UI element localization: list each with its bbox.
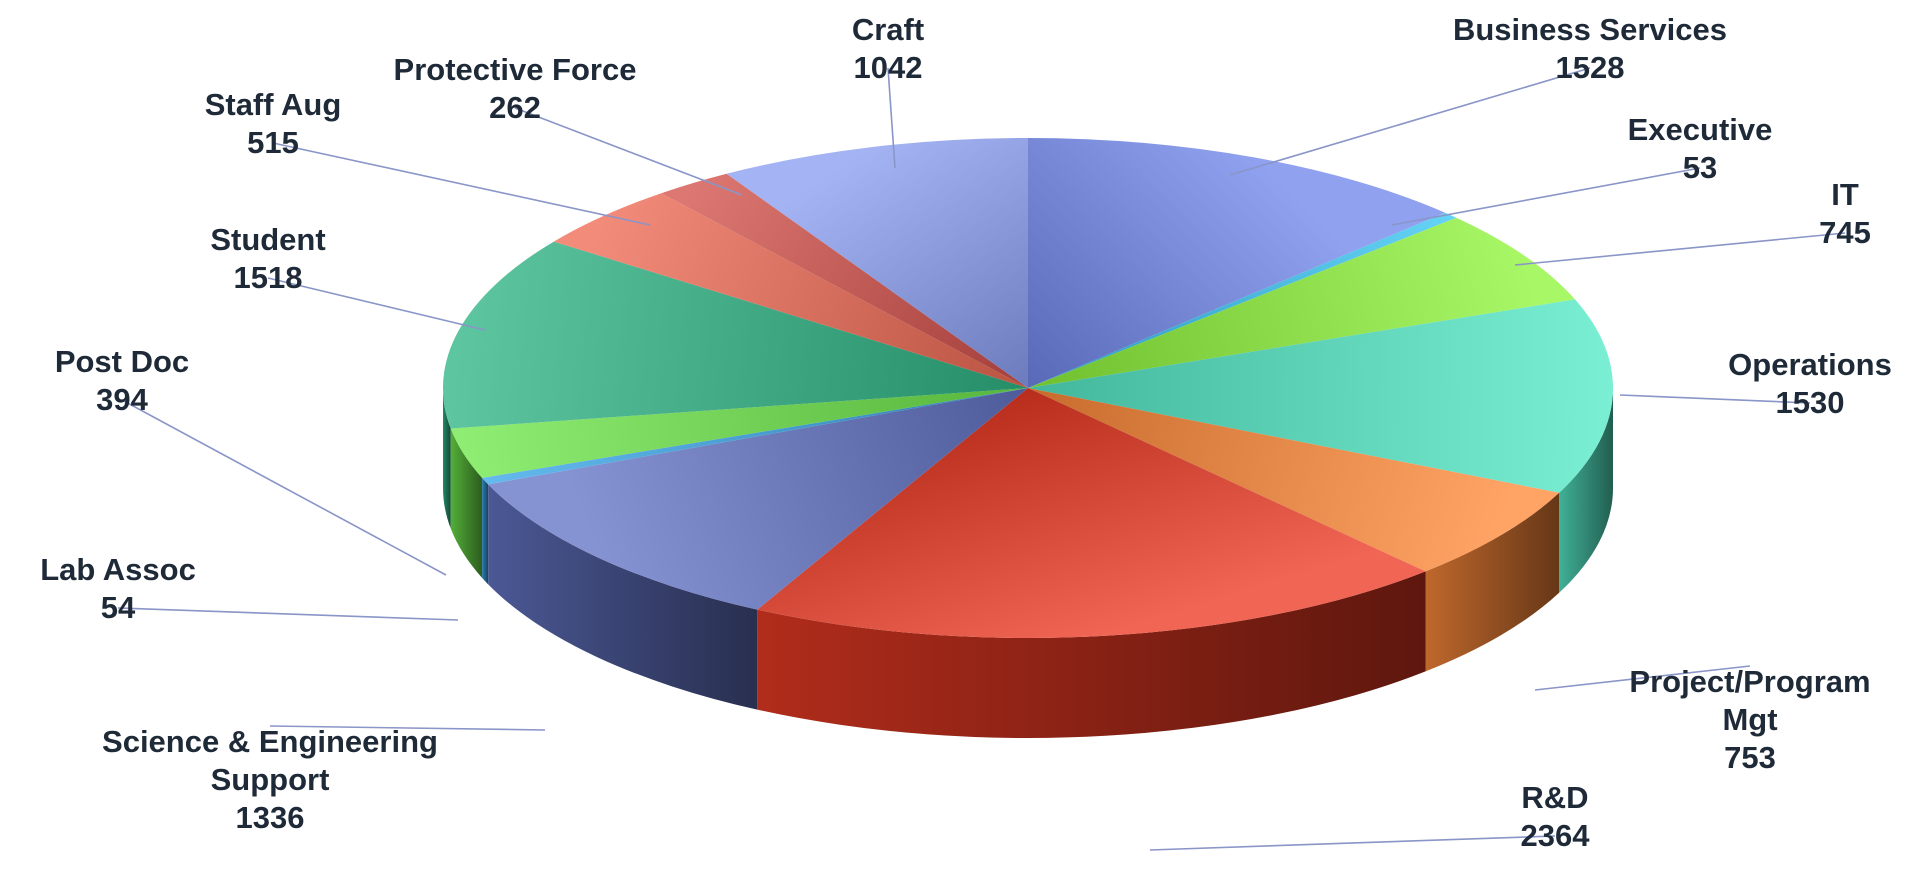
pie-sides [443, 388, 1614, 738]
slice-value: 745 [1819, 215, 1871, 250]
slice-side [450, 428, 483, 578]
leader-line [272, 142, 651, 226]
leader-line [1229, 67, 1591, 176]
slice-executive [1028, 212, 1457, 388]
leader-line [1534, 665, 1751, 691]
slice-label-science-engineering-support: Science & Engineering Support 1336 [102, 724, 438, 835]
slice-value: 1336 [236, 800, 305, 835]
slice-label-post-doc: Post Doc 394 [55, 344, 189, 417]
slice-name: Post Doc [55, 344, 189, 379]
leader-line [121, 399, 447, 576]
slice-name: Operations [1728, 347, 1892, 382]
slice-value: 1530 [1776, 385, 1845, 420]
leader-line [1514, 232, 1846, 266]
slice-name: Lab Assoc [40, 552, 196, 587]
slice-value: 54 [101, 590, 136, 625]
slice-label-project-program-mgt: Project/Program Mgt 753 [1629, 664, 1870, 775]
slice-name: Executive [1628, 112, 1773, 147]
slice-label-operations: Operations 1530 [1728, 347, 1892, 420]
slice-name: Project/Program [1629, 664, 1870, 699]
leader-line [117, 607, 459, 621]
pie-slices [443, 138, 1613, 639]
slice-side [482, 477, 489, 585]
leader-line [1149, 835, 1556, 851]
slice-label-student: Student 1518 [210, 222, 325, 295]
slice-value: 515 [247, 125, 299, 160]
slice-label-business-services: Business Services 1528 [1453, 12, 1727, 85]
slice-side [1559, 388, 1614, 593]
slice-value: 394 [96, 382, 148, 417]
slice-label-lab-assoc: Lab Assoc 54 [40, 552, 196, 625]
slice-side [443, 388, 451, 529]
slice-student [443, 241, 1028, 429]
leader-line [1619, 394, 1811, 404]
slice-name: IT [1831, 177, 1859, 212]
slice-value: 2364 [1521, 818, 1591, 853]
slice-name: Science & Engineering [102, 724, 438, 759]
slice-project-program-mgt [1028, 388, 1560, 572]
slice-name: Craft [852, 12, 924, 47]
leader-lines [117, 67, 1846, 851]
slice-value: 53 [1683, 150, 1717, 185]
slice-name: R&D [1521, 780, 1588, 815]
leader-line [887, 67, 896, 169]
slice-value: 1042 [854, 50, 923, 85]
slice-name: Protective Force [394, 52, 637, 87]
slice-side [757, 571, 1426, 738]
slice-science-engineering-support [488, 388, 1028, 610]
slice-lab-assoc [482, 388, 1028, 485]
slice-value: 1528 [1556, 50, 1625, 85]
slice-it [1028, 217, 1576, 388]
slice-label-it: IT 745 [1819, 177, 1871, 250]
slice-staff-aug [553, 193, 1028, 388]
slice-post-doc [450, 388, 1028, 478]
slice-name: Mgt [1722, 702, 1777, 737]
slice-side [488, 484, 758, 710]
slice-craft [726, 138, 1028, 388]
leader-line [514, 107, 743, 196]
slice-name: Student [210, 222, 325, 257]
slice-side [1425, 492, 1560, 672]
slice-name: Business Services [1453, 12, 1727, 47]
slice-label-executive: Executive 53 [1628, 112, 1773, 185]
slice-value: 1518 [234, 260, 303, 295]
slice-label-craft: Craft 1042 [852, 12, 924, 85]
slice-value: 753 [1724, 740, 1776, 775]
slice-label-staff-aug: Staff Aug 515 [205, 87, 342, 160]
slice-name: Staff Aug [205, 87, 342, 122]
slice-operations [1028, 299, 1613, 493]
leader-line [1391, 167, 1701, 226]
slice-label-r-d: R&D 2364 [1521, 780, 1591, 853]
slice-r-d [757, 388, 1426, 639]
leader-line [267, 277, 486, 331]
slice-protective-force [661, 173, 1028, 388]
slice-name: Support [211, 762, 330, 797]
slice-label-protective-force: Protective Force 262 [394, 52, 637, 125]
leader-line [269, 725, 546, 731]
slice-value: 262 [489, 90, 541, 125]
slice-business-services [1028, 138, 1446, 388]
